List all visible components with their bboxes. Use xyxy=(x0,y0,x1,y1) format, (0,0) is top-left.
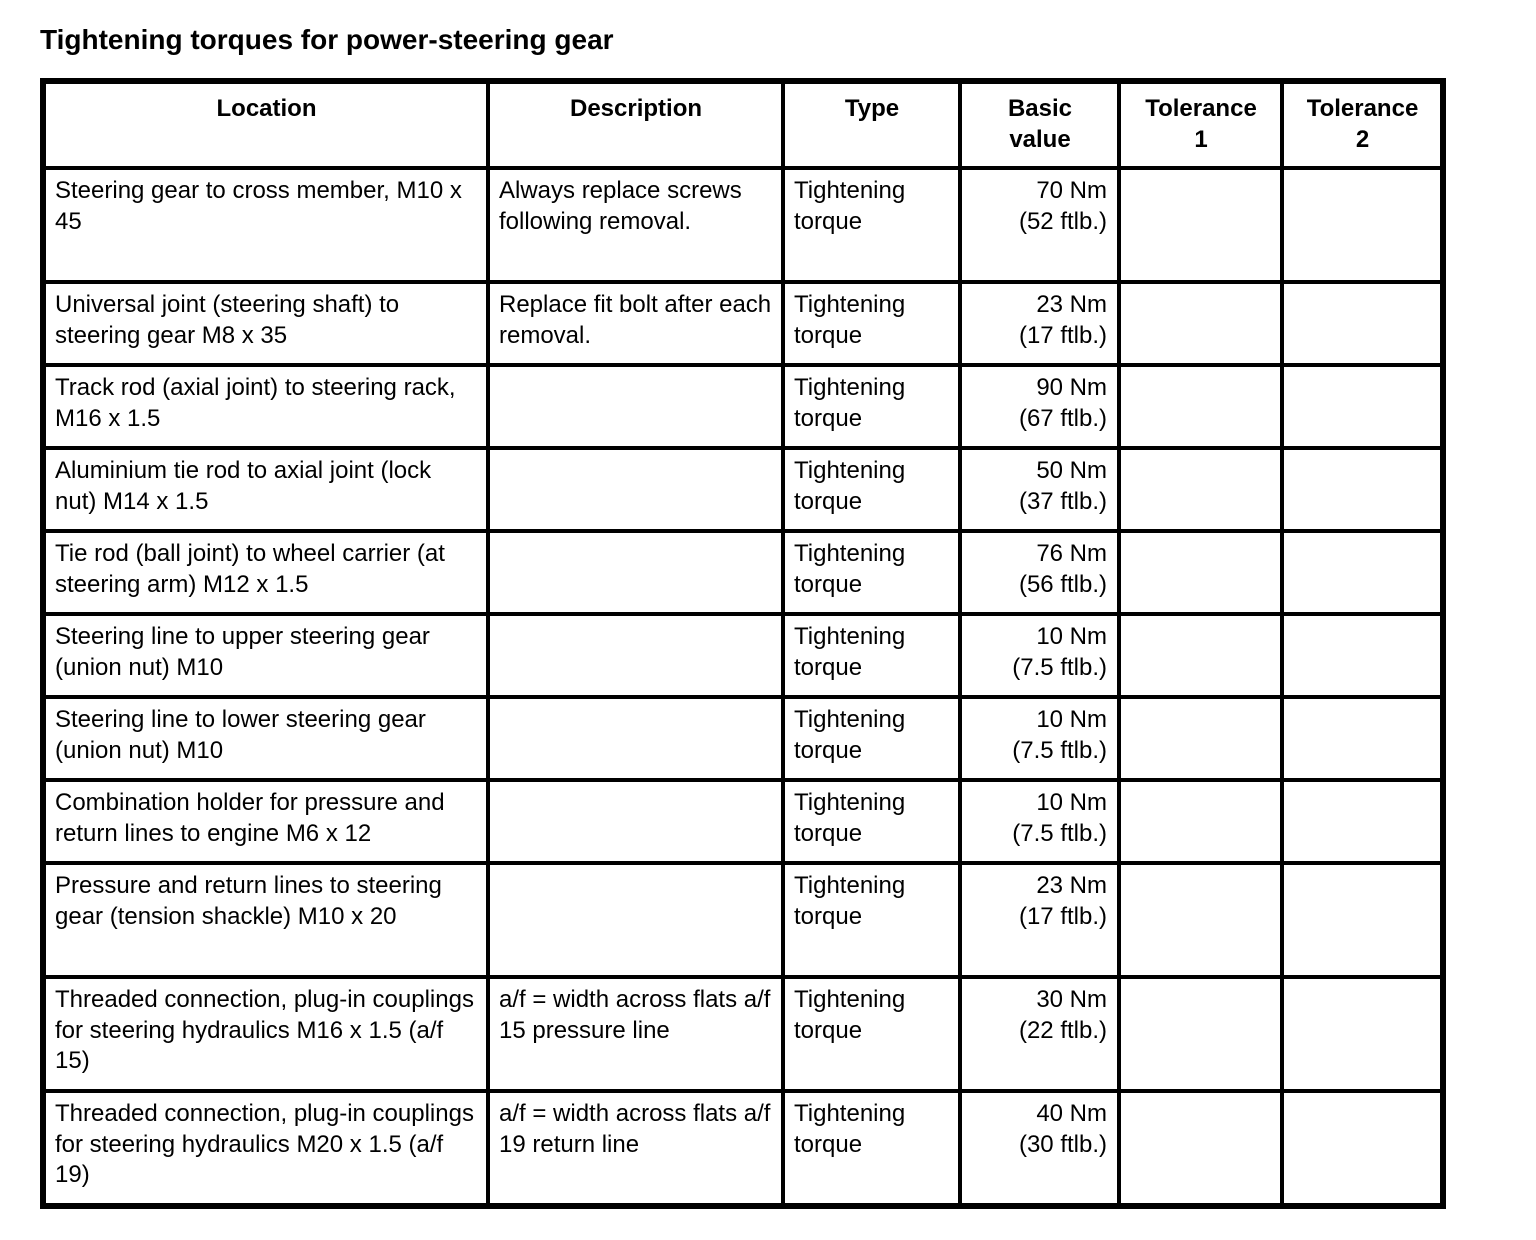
cell-tolerance-1 xyxy=(1117,363,1284,450)
column-header-description: Description xyxy=(486,79,785,170)
table-row: Track rod (axial joint) to steering rack… xyxy=(41,363,1445,450)
cell-location: Steering line to lower steering gear (un… xyxy=(41,695,490,782)
cell-location: Tie rod (ball joint) to wheel carrier (a… xyxy=(41,529,490,616)
cell-tolerance-1 xyxy=(1117,975,1284,1093)
cell-location: Steering line to upper steering gear (un… xyxy=(41,612,490,699)
cell-tolerance-1 xyxy=(1117,166,1284,284)
page-title: Tightening torques for power-steering ge… xyxy=(40,24,614,55)
cell-tolerance-2 xyxy=(1280,861,1445,979)
cell-description: a/f = width across flats a/f 19 return l… xyxy=(486,1089,785,1208)
cell-tolerance-1 xyxy=(1117,529,1284,616)
table-row: Aluminium tie rod to axial joint (lock n… xyxy=(41,446,1445,533)
cell-type: Tightening torque xyxy=(781,861,962,979)
cell-description xyxy=(486,861,785,979)
cell-tolerance-2 xyxy=(1280,695,1445,782)
cell-description: a/f = width across flats a/f 15 pressure… xyxy=(486,975,785,1093)
cell-location: Pressure and return lines to steering ge… xyxy=(41,861,490,979)
torque-table: Location Description Type Basic value To… xyxy=(40,78,1446,1209)
cell-type: Tightening torque xyxy=(781,166,962,284)
cell-type: Tightening torque xyxy=(781,446,962,533)
cell-tolerance-2 xyxy=(1280,1089,1445,1208)
cell-basic-value: 30 Nm (22 ftlb.) xyxy=(958,975,1121,1093)
cell-location: Track rod (axial joint) to steering rack… xyxy=(41,363,490,450)
cell-tolerance-1 xyxy=(1117,280,1284,367)
cell-basic-value: 70 Nm (52 ftlb.) xyxy=(958,166,1121,284)
cell-type: Tightening torque xyxy=(781,778,962,865)
table-row: Pressure and return lines to steering ge… xyxy=(41,861,1445,979)
cell-location: Steering gear to cross member, M10 x 45 xyxy=(41,166,490,284)
table-row: Steering gear to cross member, M10 x 45 … xyxy=(41,166,1445,284)
table-header-row: Location Description Type Basic value To… xyxy=(41,79,1445,170)
cell-tolerance-1 xyxy=(1117,778,1284,865)
cell-type: Tightening torque xyxy=(781,280,962,367)
cell-location: Universal joint (steering shaft) to stee… xyxy=(41,280,490,367)
cell-description xyxy=(486,695,785,782)
cell-tolerance-2 xyxy=(1280,612,1445,699)
cell-type: Tightening torque xyxy=(781,1089,962,1208)
cell-basic-value: 10 Nm (7.5 ftlb.) xyxy=(958,695,1121,782)
cell-basic-value: 90 Nm (67 ftlb.) xyxy=(958,363,1121,450)
cell-tolerance-2 xyxy=(1280,363,1445,450)
table-row: Steering line to upper steering gear (un… xyxy=(41,612,1445,699)
cell-type: Tightening torque xyxy=(781,975,962,1093)
cell-description xyxy=(486,529,785,616)
cell-location: Threaded connection, plug-in couplings f… xyxy=(41,1089,490,1208)
table-row: Combination holder for pressure and retu… xyxy=(41,778,1445,865)
cell-type: Tightening torque xyxy=(781,529,962,616)
cell-tolerance-1 xyxy=(1117,695,1284,782)
cell-description xyxy=(486,446,785,533)
cell-tolerance-2 xyxy=(1280,529,1445,616)
cell-type: Tightening torque xyxy=(781,363,962,450)
table-row: Tie rod (ball joint) to wheel carrier (a… xyxy=(41,529,1445,616)
cell-tolerance-1 xyxy=(1117,446,1284,533)
cell-description: Always replace screws following removal. xyxy=(486,166,785,284)
table-row: Threaded connection, plug-in couplings f… xyxy=(41,975,1445,1093)
cell-tolerance-1 xyxy=(1117,861,1284,979)
column-header-type: Type xyxy=(781,79,962,170)
cell-location: Aluminium tie rod to axial joint (lock n… xyxy=(41,446,490,533)
column-header-tolerance-2: Tolerance 2 xyxy=(1280,79,1445,170)
cell-tolerance-1 xyxy=(1117,1089,1284,1208)
table-row: Threaded connection, plug-in couplings f… xyxy=(41,1089,1445,1208)
table-row: Universal joint (steering shaft) to stee… xyxy=(41,280,1445,367)
column-header-location: Location xyxy=(41,79,490,170)
cell-tolerance-2 xyxy=(1280,778,1445,865)
column-header-tolerance-1: Tolerance 1 xyxy=(1117,79,1284,170)
cell-location: Threaded connection, plug-in couplings f… xyxy=(41,975,490,1093)
cell-basic-value: 40 Nm (30 ftlb.) xyxy=(958,1089,1121,1208)
cell-description xyxy=(486,778,785,865)
cell-description: Replace fit bolt after each removal. xyxy=(486,280,785,367)
cell-basic-value: 10 Nm (7.5 ftlb.) xyxy=(958,778,1121,865)
cell-type: Tightening torque xyxy=(781,695,962,782)
cell-description xyxy=(486,612,785,699)
cell-basic-value: 76 Nm (56 ftlb.) xyxy=(958,529,1121,616)
table-row: Steering line to lower steering gear (un… xyxy=(41,695,1445,782)
cell-tolerance-2 xyxy=(1280,166,1445,284)
cell-tolerance-2 xyxy=(1280,280,1445,367)
cell-basic-value: 10 Nm (7.5 ftlb.) xyxy=(958,612,1121,699)
cell-location: Combination holder for pressure and retu… xyxy=(41,778,490,865)
cell-tolerance-2 xyxy=(1280,446,1445,533)
cell-type: Tightening torque xyxy=(781,612,962,699)
cell-basic-value: 23 Nm (17 ftlb.) xyxy=(958,861,1121,979)
column-header-basic-value: Basic value xyxy=(958,79,1121,170)
cell-tolerance-1 xyxy=(1117,612,1284,699)
cell-tolerance-2 xyxy=(1280,975,1445,1093)
cell-basic-value: 50 Nm (37 ftlb.) xyxy=(958,446,1121,533)
cell-description xyxy=(486,363,785,450)
cell-basic-value: 23 Nm (17 ftlb.) xyxy=(958,280,1121,367)
